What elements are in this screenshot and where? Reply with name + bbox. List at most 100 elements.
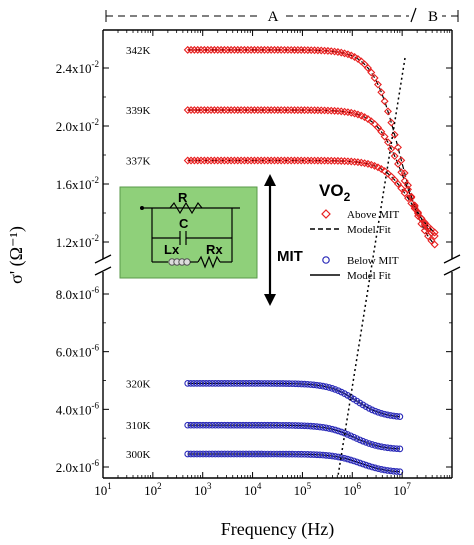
data-point [331, 386, 339, 393]
data-point [371, 407, 379, 415]
region-a-label: A [268, 9, 279, 25]
data-point [310, 106, 319, 115]
data-point [237, 45, 246, 54]
data-point [410, 204, 419, 213]
data-point [200, 106, 209, 115]
data-point [394, 143, 402, 152]
data-point [356, 436, 364, 444]
data-point [310, 156, 319, 165]
data-point [270, 45, 279, 54]
data-point [210, 156, 219, 165]
data-point [307, 381, 315, 388]
data-point [247, 156, 256, 165]
data-point [316, 451, 324, 459]
data-point [319, 382, 327, 390]
x-tick-label: 103 [194, 481, 212, 498]
data-point [279, 380, 287, 387]
data-point [277, 106, 286, 115]
data-point [200, 156, 209, 165]
data-point [307, 156, 316, 165]
data-point [347, 456, 355, 464]
legend-label: Above MIT [347, 209, 400, 221]
boundary-dotted-line [337, 57, 406, 477]
data-point [293, 156, 302, 165]
data-point [390, 412, 398, 420]
data-point [387, 118, 396, 127]
data-point [393, 445, 401, 453]
data-point [267, 156, 276, 165]
data-point [240, 45, 249, 54]
data-point [396, 445, 404, 453]
y-tick-label: 2.0x10-2 [56, 117, 99, 134]
circuit-label-r: R [178, 190, 188, 205]
data-point [362, 461, 370, 469]
data-point [233, 106, 242, 115]
data-point [322, 451, 330, 459]
y-tick-label: 1.6x10-2 [56, 175, 99, 192]
data-point [381, 466, 388, 474]
data-point [293, 106, 302, 115]
data-point [277, 45, 286, 54]
legend-label: Model Fit [347, 224, 391, 236]
circuit-inset: RC Lx Rx [119, 186, 258, 279]
data-point [291, 422, 299, 429]
data-point [387, 144, 396, 153]
data-point [430, 228, 439, 237]
data-point [260, 45, 269, 54]
data-point [237, 106, 246, 115]
data-point [381, 443, 388, 451]
data-point [257, 156, 266, 165]
data-point [307, 451, 315, 458]
data-point [267, 45, 276, 54]
data-point [328, 452, 336, 460]
data-point [193, 45, 202, 54]
data-point [374, 408, 382, 416]
data-point [297, 156, 306, 165]
data-point [353, 458, 361, 466]
data-point [380, 167, 389, 176]
data-point [207, 156, 216, 165]
data-point [280, 156, 289, 165]
data-point [378, 466, 385, 473]
series-310K: 310K [126, 420, 404, 453]
data-point [237, 156, 246, 165]
data-point [360, 113, 369, 122]
data-point [267, 106, 276, 115]
series-label-320K: 320K [126, 378, 151, 390]
axis-break-mask [444, 259, 460, 272]
series-320K: 320K [126, 378, 404, 421]
y-tick-label: 6.0x10-6 [56, 343, 100, 360]
data-point [287, 156, 296, 165]
data-point [304, 422, 311, 430]
y-tick-label: 2.4x10-2 [56, 59, 99, 76]
data-point [356, 459, 364, 467]
data-point [335, 387, 342, 395]
data-point [280, 106, 289, 115]
data-point [333, 156, 342, 165]
data-point [227, 156, 236, 165]
resistor-r [169, 201, 203, 215]
data-point [319, 424, 327, 431]
data-point [359, 460, 367, 468]
data-point [319, 451, 327, 459]
data-point [373, 123, 382, 132]
data-point [187, 156, 196, 165]
data-point [387, 412, 394, 419]
data-point [393, 412, 401, 420]
data-point [210, 45, 219, 54]
data-point [300, 156, 309, 165]
x-tick-label: 101 [94, 481, 112, 498]
data-point [430, 240, 439, 249]
axis-break-mark [443, 266, 461, 276]
data-point [240, 106, 249, 115]
material-label: VO2 [319, 181, 351, 204]
data-point [377, 88, 386, 97]
data-point [328, 385, 336, 392]
data-point [373, 163, 382, 172]
data-point [387, 444, 394, 452]
data-point [420, 226, 429, 235]
data-point [250, 106, 259, 115]
series-label-342K: 342K [126, 45, 151, 57]
legend-marker-diamond [321, 209, 331, 219]
data-point [350, 53, 359, 61]
